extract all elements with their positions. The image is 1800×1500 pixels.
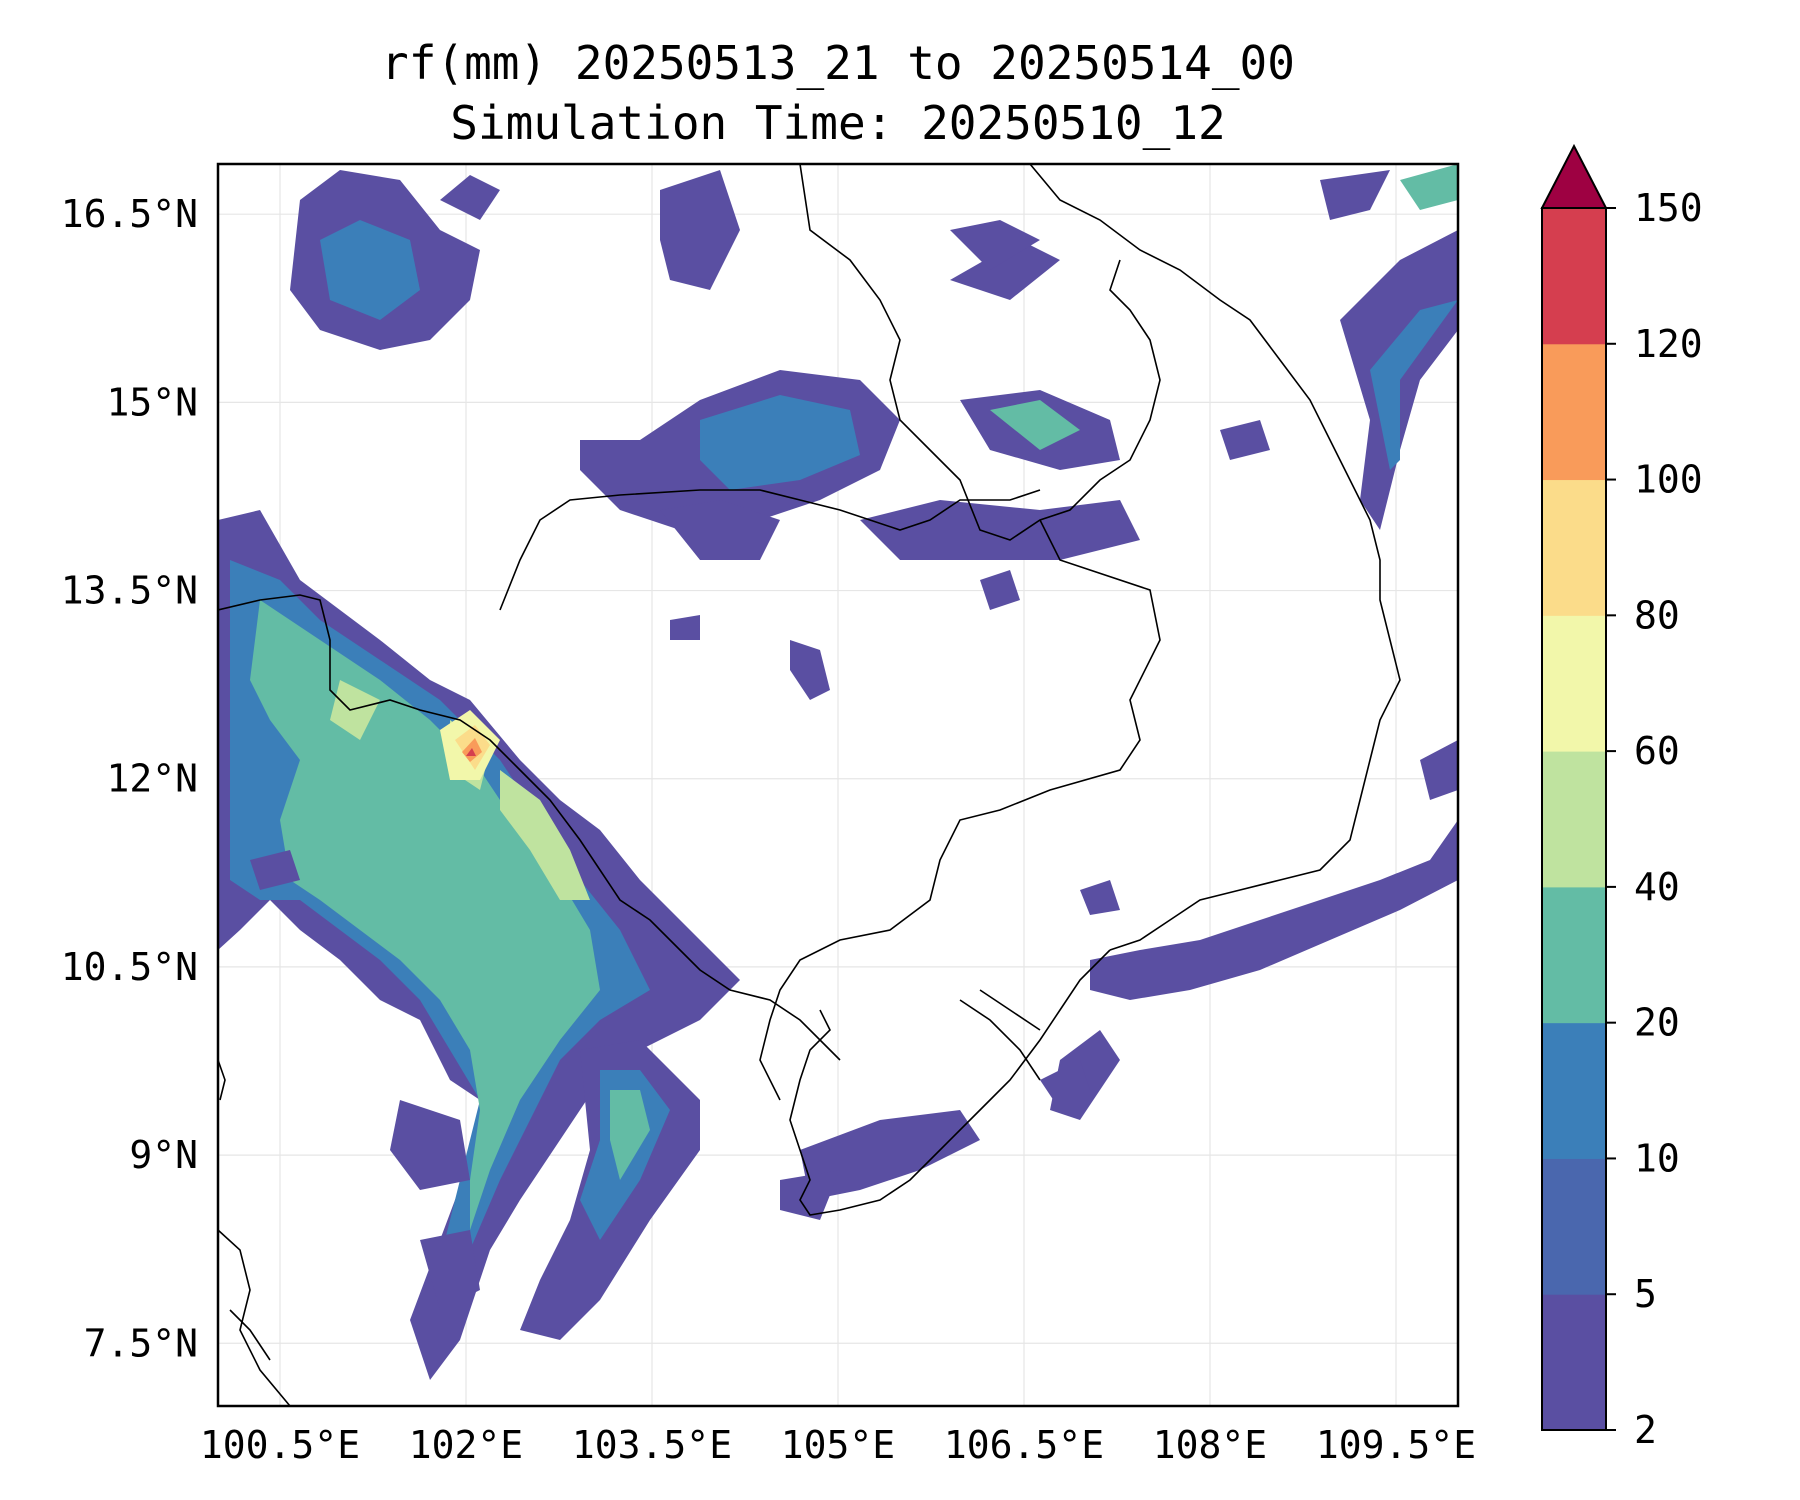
colorbar-tick-label: 150 [1634,186,1703,230]
map-title: rf(mm) 20250513_21 to 20250514_00 [381,36,1295,90]
map-frame [216,162,1460,1408]
colorbar-tick-label: 80 [1634,593,1680,637]
lon-tick-label: 100.5°E [200,1423,360,1467]
lat-tick-label: 9°N [129,1133,198,1177]
colorbar-segment [1542,343,1606,481]
lon-tick-label: 102°E [409,1423,523,1467]
colorbar-segment [1542,1022,1606,1159]
colorbar-tick-label: 60 [1634,729,1680,773]
colorbar-segment [1542,208,1606,345]
colorbar-segment [1542,886,1606,1024]
colorbar-outline [1541,207,1607,1431]
rainfall-field [218,164,1458,1380]
map-axis-ticks: 100.5°E 102°E 103.5°E 105°E 106.5°E 108°E 109.… [61,192,1476,1467]
colorbar-tick-label: 2 [1634,1408,1657,1452]
map-subtitle: Simulation Time: 20250510_12 [450,96,1226,150]
lon-tick-label: 105°E [781,1423,895,1467]
lat-tick-label: 13.5°N [61,569,198,613]
lon-tick-label: 106.5°E [944,1423,1104,1467]
coastlines-and-borders [218,164,1401,1406]
colorbar-tick-label: 120 [1634,322,1703,366]
lon-tick-label: 109.5°E [1316,1423,1476,1467]
lon-tick-label: 103.5°E [572,1423,732,1467]
lat-tick-label: 12°N [106,757,198,801]
map-plot-area [218,164,1458,1406]
colorbar-segment [1542,479,1606,616]
colorbar-extend-arrow [1540,143,1608,209]
colorbar-tick-label: 5 [1634,1272,1657,1316]
colorbar: 2 5 10 20 40 60 80 100 120 150 [1540,143,1703,1452]
colorbar-tick-label: 40 [1634,865,1680,909]
lat-tick-label: 16.5°N [61,192,198,236]
lat-tick-label: 10.5°N [61,945,198,989]
colorbar-segment [1542,1158,1606,1295]
lat-tick-label: 15°N [106,380,198,424]
colorbar-segment [1542,1294,1606,1431]
colorbar-tick-label: 100 [1634,458,1703,502]
lon-tick-label: 108°E [1153,1423,1267,1467]
lat-tick-label: 7.5°N [84,1321,198,1365]
colorbar-segment [1542,751,1606,888]
colorbar-tick-label: 10 [1634,1136,1680,1180]
colorbar-tick-label: 20 [1634,1001,1680,1045]
colorbar-segment [1542,615,1606,752]
